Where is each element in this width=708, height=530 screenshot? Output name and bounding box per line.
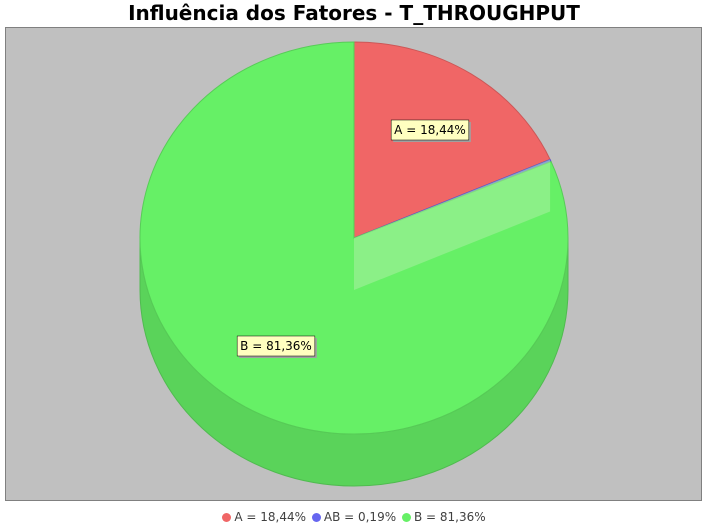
legend-marker-ab	[312, 513, 321, 522]
legend-item-ab[interactable]: AB = 0,19%	[312, 508, 396, 526]
legend-marker-b	[402, 513, 411, 522]
legend-label-a: A = 18,44%	[234, 510, 306, 524]
slice-label-a: A = 18,44%	[391, 120, 471, 142]
legend-label-b: B = 81,36%	[414, 510, 486, 524]
legend-item-a[interactable]: A = 18,44%	[222, 508, 306, 526]
pie-chart: A = 18,44% B = 81,36%	[6, 28, 702, 501]
chart-title: Influência dos Fatores - T_THROUGHPUT	[0, 0, 708, 26]
svg-text:A = 18,44%: A = 18,44%	[394, 123, 466, 137]
legend-marker-a	[222, 513, 231, 522]
plot-area: A = 18,44% B = 81,36%	[5, 27, 702, 501]
legend: A = 18,44% AB = 0,19% B = 81,36%	[0, 508, 708, 526]
legend-label-ab: AB = 0,19%	[324, 510, 396, 524]
svg-text:B = 81,36%: B = 81,36%	[240, 339, 312, 353]
legend-item-b[interactable]: B = 81,36%	[402, 508, 486, 526]
slice-label-b: B = 81,36%	[237, 336, 317, 358]
